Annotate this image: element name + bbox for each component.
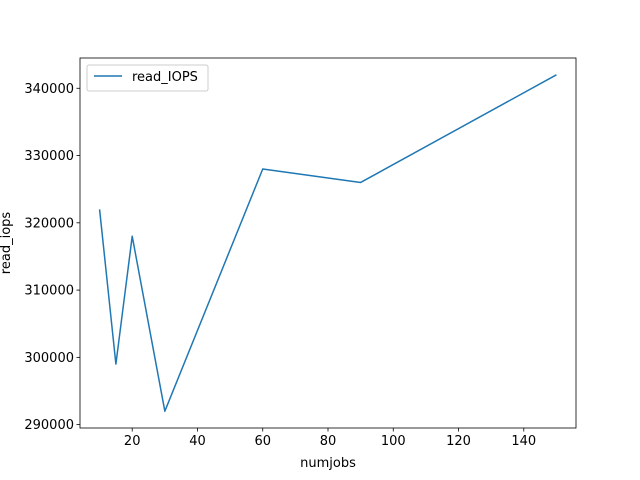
legend-box <box>86 64 209 92</box>
legend-label: read_IOPS <box>132 70 198 85</box>
x-axis: 20 40 60 80 100 120 140 <box>124 428 536 449</box>
y-tick-label: 290000 <box>24 418 74 433</box>
y-axis: 290000 300000 310000 320000 330000 340000 <box>24 82 80 433</box>
y-axis-label: read_iops <box>0 212 14 275</box>
y-tick-label: 330000 <box>24 149 74 164</box>
x-tick-label: 120 <box>446 434 471 449</box>
y-tick-label: 300000 <box>24 351 74 366</box>
series-line-read-iops <box>98 74 557 412</box>
y-tick-label: 340000 <box>24 82 74 97</box>
legend: read_IOPS <box>86 64 209 92</box>
x-tick-label: 20 <box>124 434 141 449</box>
y-tick-label: 320000 <box>24 216 74 231</box>
x-tick-label: 140 <box>511 434 536 449</box>
plot-frame <box>79 57 577 429</box>
x-tick-label: 100 <box>381 434 406 449</box>
x-tick-label: 60 <box>254 434 271 449</box>
y-tick-label: 310000 <box>24 284 74 299</box>
x-tick-label: 80 <box>320 434 337 449</box>
x-axis-label: numjobs <box>300 456 356 471</box>
x-tick-label: 40 <box>189 434 206 449</box>
